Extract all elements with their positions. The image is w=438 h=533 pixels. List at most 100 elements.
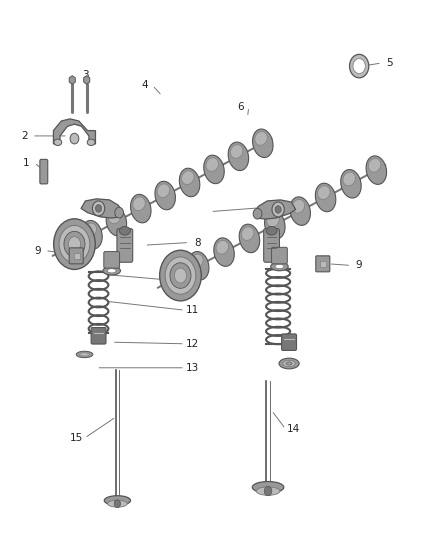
Ellipse shape: [266, 227, 277, 235]
Text: 11: 11: [186, 305, 199, 315]
Text: 6: 6: [237, 102, 244, 111]
FancyBboxPatch shape: [282, 334, 297, 351]
Ellipse shape: [80, 353, 89, 356]
Ellipse shape: [271, 262, 288, 271]
Ellipse shape: [106, 207, 127, 236]
FancyBboxPatch shape: [104, 252, 120, 268]
Ellipse shape: [87, 139, 95, 146]
Circle shape: [114, 500, 120, 507]
Ellipse shape: [315, 183, 336, 212]
Ellipse shape: [174, 268, 187, 283]
Circle shape: [353, 59, 365, 74]
Ellipse shape: [157, 184, 170, 198]
Polygon shape: [53, 119, 95, 144]
Text: 5: 5: [386, 58, 393, 68]
Ellipse shape: [76, 351, 93, 358]
Polygon shape: [69, 76, 75, 84]
Ellipse shape: [103, 266, 120, 275]
Circle shape: [253, 208, 262, 219]
Circle shape: [275, 206, 281, 213]
Ellipse shape: [104, 496, 131, 505]
Ellipse shape: [108, 210, 121, 224]
Polygon shape: [84, 76, 90, 84]
Ellipse shape: [216, 240, 229, 254]
Ellipse shape: [155, 181, 176, 210]
Circle shape: [264, 487, 272, 496]
Ellipse shape: [179, 168, 200, 197]
Ellipse shape: [283, 360, 295, 367]
Ellipse shape: [54, 139, 62, 146]
Ellipse shape: [275, 264, 284, 269]
Ellipse shape: [165, 257, 196, 294]
Ellipse shape: [206, 158, 219, 172]
Ellipse shape: [230, 144, 243, 158]
FancyBboxPatch shape: [316, 256, 330, 272]
Ellipse shape: [107, 269, 116, 273]
Ellipse shape: [159, 251, 201, 301]
Ellipse shape: [182, 171, 194, 184]
Text: 13: 13: [186, 363, 199, 373]
Text: 10: 10: [186, 277, 199, 286]
Ellipse shape: [267, 213, 279, 227]
FancyBboxPatch shape: [272, 247, 287, 264]
Ellipse shape: [214, 238, 234, 266]
FancyBboxPatch shape: [74, 253, 80, 259]
Circle shape: [272, 202, 284, 217]
Text: 9: 9: [34, 246, 41, 255]
Text: 7: 7: [264, 203, 271, 213]
Text: 1: 1: [23, 158, 30, 167]
Text: 3: 3: [82, 70, 89, 79]
Text: 4: 4: [141, 80, 148, 90]
Ellipse shape: [84, 223, 96, 237]
Text: 8: 8: [194, 238, 201, 247]
Ellipse shape: [188, 252, 209, 280]
Ellipse shape: [290, 197, 311, 225]
Ellipse shape: [255, 132, 267, 146]
Ellipse shape: [341, 169, 361, 198]
Circle shape: [115, 207, 124, 218]
Text: 12: 12: [186, 339, 199, 349]
Circle shape: [92, 201, 105, 216]
Ellipse shape: [318, 186, 330, 199]
Text: 15: 15: [70, 433, 83, 443]
Ellipse shape: [119, 227, 131, 235]
Ellipse shape: [239, 224, 260, 253]
FancyBboxPatch shape: [91, 327, 106, 344]
Ellipse shape: [241, 227, 254, 240]
Ellipse shape: [133, 197, 145, 211]
Ellipse shape: [53, 219, 95, 269]
Ellipse shape: [59, 225, 90, 263]
Ellipse shape: [170, 263, 191, 288]
Ellipse shape: [368, 158, 381, 172]
Ellipse shape: [252, 481, 284, 493]
Ellipse shape: [292, 199, 305, 213]
Ellipse shape: [286, 362, 292, 365]
Ellipse shape: [343, 172, 356, 186]
Ellipse shape: [228, 142, 249, 171]
FancyBboxPatch shape: [320, 261, 326, 267]
Ellipse shape: [279, 358, 299, 369]
Text: 9: 9: [356, 261, 363, 270]
Text: 14: 14: [287, 424, 300, 434]
Circle shape: [70, 133, 79, 144]
Ellipse shape: [204, 155, 224, 184]
Ellipse shape: [265, 211, 285, 239]
Polygon shape: [81, 199, 123, 218]
Polygon shape: [254, 200, 296, 219]
Text: 2: 2: [21, 131, 28, 141]
Ellipse shape: [191, 254, 203, 268]
Ellipse shape: [131, 195, 151, 223]
Ellipse shape: [64, 231, 85, 257]
FancyBboxPatch shape: [69, 248, 83, 264]
Ellipse shape: [107, 500, 127, 507]
FancyBboxPatch shape: [40, 159, 48, 184]
FancyBboxPatch shape: [117, 229, 133, 262]
Ellipse shape: [366, 156, 387, 184]
Circle shape: [95, 205, 102, 212]
Ellipse shape: [256, 487, 280, 495]
FancyBboxPatch shape: [264, 229, 279, 262]
Ellipse shape: [253, 129, 273, 158]
Ellipse shape: [68, 237, 81, 252]
Ellipse shape: [82, 221, 102, 249]
Circle shape: [350, 54, 369, 78]
